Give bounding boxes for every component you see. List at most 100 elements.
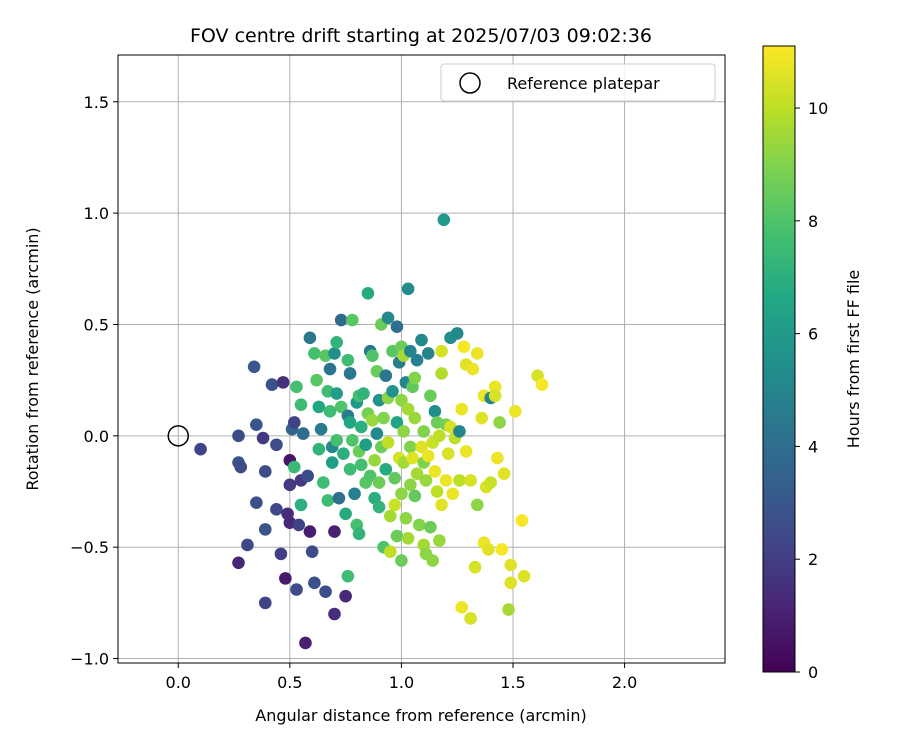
scatter-point bbox=[290, 583, 303, 596]
scatter-point bbox=[455, 402, 468, 416]
y-tick-label: −1.0 bbox=[70, 650, 109, 669]
y-tick-label: 1.0 bbox=[84, 204, 109, 223]
reference-platepar-marker bbox=[167, 425, 190, 447]
scatter-point bbox=[453, 425, 466, 438]
scatter-point bbox=[515, 514, 529, 527]
scatter-point bbox=[470, 347, 484, 360]
scatter-point bbox=[319, 585, 332, 599]
scatter-point bbox=[314, 422, 328, 436]
reference-marker bbox=[167, 425, 190, 447]
scatter-point bbox=[194, 442, 207, 456]
scatter-point bbox=[343, 416, 357, 429]
scatter-point bbox=[383, 509, 397, 523]
scatter-point bbox=[296, 427, 310, 440]
scatter-point bbox=[232, 429, 245, 443]
scatter-point bbox=[308, 576, 321, 590]
scatter-point bbox=[250, 496, 263, 509]
scatter-point bbox=[265, 378, 279, 391]
scatter-point bbox=[419, 474, 433, 487]
scatter-point bbox=[334, 313, 348, 327]
colorbar-tick-label: 0 bbox=[808, 663, 818, 682]
scatter-point bbox=[428, 405, 442, 418]
scatter-point bbox=[343, 462, 357, 476]
scatter-point bbox=[424, 389, 437, 403]
scatter-point bbox=[310, 373, 323, 387]
scatter-point bbox=[303, 331, 317, 345]
x-tick-label: 1.0 bbox=[389, 673, 414, 692]
scatter-point bbox=[464, 474, 477, 487]
scatter-point bbox=[421, 449, 435, 463]
scatter-point bbox=[343, 367, 357, 380]
scatter-point bbox=[258, 523, 272, 536]
scatter-point bbox=[312, 400, 326, 414]
scatter-point bbox=[408, 411, 422, 425]
scatter-point bbox=[493, 416, 506, 429]
scatter-point bbox=[441, 447, 455, 460]
scatter-point bbox=[426, 554, 439, 567]
scatter-point bbox=[290, 380, 303, 394]
scatter-point bbox=[401, 531, 415, 545]
scatter-point bbox=[325, 456, 339, 469]
scatter-point bbox=[470, 498, 484, 512]
scatter-point bbox=[354, 458, 368, 472]
legend-marker-icon bbox=[459, 72, 481, 94]
scatter-point bbox=[361, 287, 375, 300]
scatter-point bbox=[328, 607, 341, 621]
plot-frame bbox=[117, 54, 726, 664]
scatter-point bbox=[377, 411, 390, 425]
scatter-point bbox=[417, 425, 431, 438]
scatter-point bbox=[359, 438, 373, 452]
scatter-point bbox=[453, 474, 466, 487]
scatter-point bbox=[535, 378, 549, 391]
scatter-point bbox=[388, 498, 402, 512]
scatter-point bbox=[332, 491, 346, 505]
chart-title: FOV centre drift starting at 2025/07/03 … bbox=[190, 25, 652, 47]
scatter-point bbox=[395, 487, 408, 501]
scatter-point bbox=[401, 402, 415, 416]
scatter-point bbox=[247, 360, 261, 374]
scatter-point bbox=[341, 353, 355, 367]
scatter-point bbox=[270, 503, 283, 516]
scatter-point bbox=[437, 213, 451, 227]
scatter-point bbox=[406, 451, 419, 465]
scatter-point bbox=[294, 498, 308, 512]
scatter-point bbox=[488, 380, 502, 394]
scatter-point bbox=[276, 376, 290, 389]
scatter-point bbox=[517, 569, 531, 583]
scatter-point bbox=[482, 543, 495, 556]
scatter-point bbox=[346, 313, 359, 327]
scatter-point bbox=[424, 520, 437, 534]
scatter-point bbox=[464, 612, 477, 625]
scatter-point bbox=[232, 556, 245, 570]
x-axis-label: Angular distance from reference (arcmin) bbox=[255, 706, 586, 725]
y-axis-ticks: −1.0 −0.5 0.0 0.5 1.0 1.5 bbox=[70, 93, 118, 669]
scatter-point bbox=[408, 489, 422, 503]
scatter-point bbox=[415, 333, 428, 347]
scatter-point bbox=[488, 389, 502, 403]
scatter-point bbox=[258, 596, 272, 610]
legend-box bbox=[440, 63, 716, 102]
scatter-point bbox=[368, 454, 381, 467]
scatter-point bbox=[439, 474, 453, 487]
scatter-point bbox=[357, 387, 370, 400]
colorbar-ticks: 0 2 4 6 8 10 bbox=[795, 99, 828, 682]
scatter-point bbox=[270, 438, 283, 452]
scatter-point bbox=[256, 431, 270, 445]
scatter-point bbox=[386, 384, 399, 398]
colorbar-tick-label: 4 bbox=[808, 437, 818, 456]
scatter-point bbox=[250, 418, 263, 431]
scatter-point bbox=[279, 572, 292, 585]
scatter-point bbox=[274, 547, 288, 561]
scatter-point bbox=[433, 429, 446, 443]
scatter-point bbox=[241, 538, 254, 552]
scatter-point bbox=[502, 603, 515, 616]
scatter-point bbox=[308, 347, 321, 360]
scatter-point bbox=[383, 545, 397, 558]
scatter-point bbox=[435, 498, 448, 512]
x-tick-label: 0.5 bbox=[277, 673, 302, 692]
scatter-point bbox=[468, 560, 482, 574]
scatter-point bbox=[301, 469, 314, 483]
scatter-point bbox=[435, 344, 448, 358]
legend-label: Reference platepar bbox=[507, 74, 660, 93]
scatter-point bbox=[475, 411, 489, 425]
